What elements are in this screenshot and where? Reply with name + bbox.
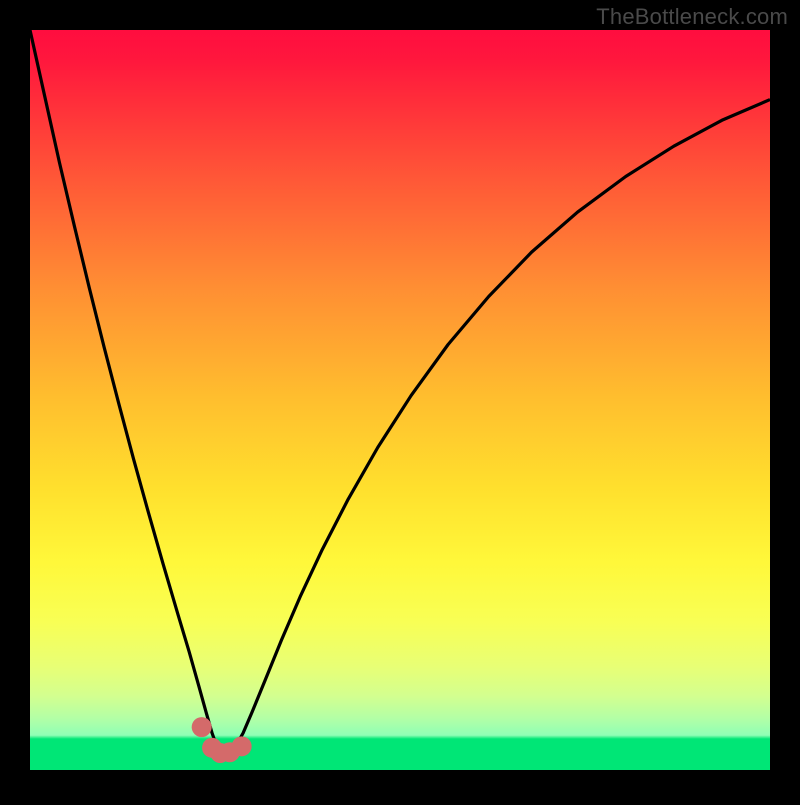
- chart-frame: TheBottleneck.com: [0, 0, 800, 800]
- watermark-text: TheBottleneck.com: [596, 4, 788, 30]
- bottleneck-chart: [0, 0, 800, 800]
- valley-marker: [192, 717, 212, 737]
- chart-gradient-bg: [30, 30, 770, 770]
- valley-marker: [232, 736, 252, 756]
